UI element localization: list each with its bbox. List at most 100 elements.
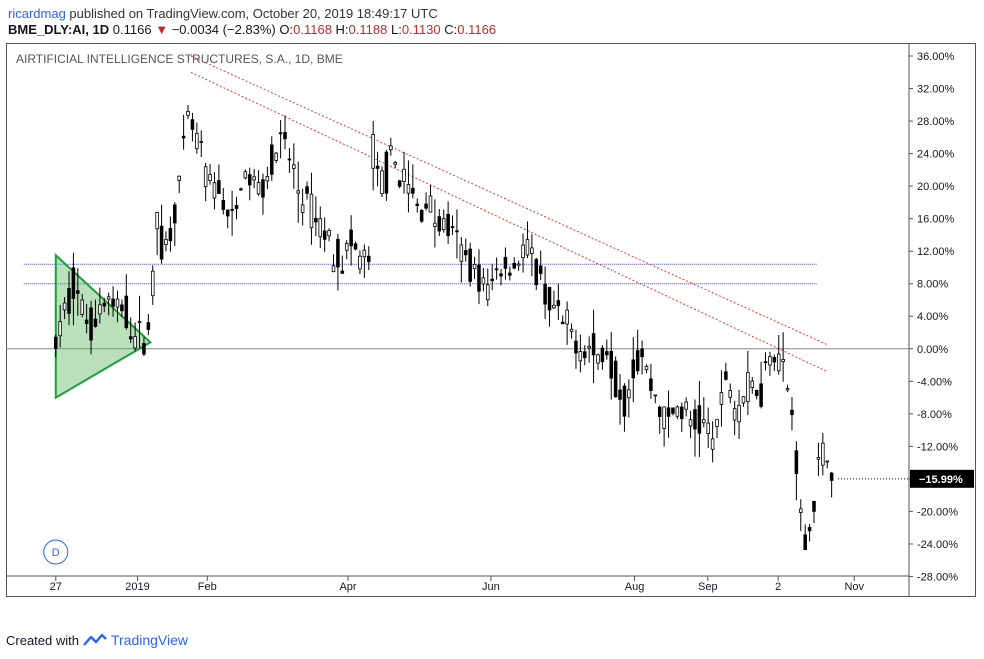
- candle-body: [124, 295, 129, 329]
- candle-body: [155, 212, 159, 230]
- chart-area[interactable]: AIRTIFICIAL INTELLIGENCE STRUCTURES, S.A…: [6, 43, 976, 598]
- candle-body: [54, 336, 58, 349]
- tradingview-brand[interactable]: TradingView: [110, 632, 189, 648]
- candle-body: [287, 158, 292, 161]
- y-tick-label: -4.00%: [917, 376, 952, 388]
- candle-body: [389, 145, 393, 151]
- candle-body: [486, 284, 490, 301]
- y-tick-label: 36.00%: [917, 51, 955, 63]
- candle-body: [649, 378, 653, 391]
- candle-body: [618, 389, 622, 400]
- candle-body: [829, 472, 834, 481]
- close-label: C:: [444, 22, 458, 37]
- candle-body: [292, 164, 296, 169]
- candle-body: [177, 175, 181, 182]
- candle-body: [759, 383, 763, 407]
- candle-body: [93, 318, 98, 327]
- candle-body: [252, 176, 256, 181]
- candle-body: [102, 302, 107, 307]
- candle-body: [772, 356, 777, 363]
- candle-body: [631, 359, 636, 379]
- candle-body: [84, 319, 89, 325]
- candle-body: [472, 263, 477, 270]
- candle-body: [397, 180, 402, 187]
- candle-body: [578, 351, 583, 362]
- candle-body: [790, 409, 794, 416]
- candle-body: [150, 270, 155, 297]
- candle-body: [807, 526, 812, 532]
- candle-body: [336, 238, 340, 268]
- candle-body: [552, 304, 556, 309]
- candle-body: [106, 296, 111, 300]
- candle-body: [428, 195, 433, 213]
- candle-body: [596, 354, 600, 364]
- candle-body: [67, 288, 71, 314]
- y-tick-label: 16.00%: [917, 214, 955, 226]
- x-tick-label: Feb: [198, 581, 217, 593]
- dividend-marker-letter: D: [52, 547, 60, 559]
- candle-body: [512, 262, 517, 269]
- current-value-badge: [910, 469, 974, 488]
- candle-body: [80, 299, 84, 315]
- y-tick-label: 32.00%: [917, 84, 955, 96]
- candle-body: [142, 343, 146, 355]
- candle-body: [366, 255, 371, 263]
- candle-body: [684, 401, 688, 410]
- candle-body: [375, 165, 380, 169]
- candle-body: [710, 438, 715, 450]
- down-arrow-icon: ▼: [155, 22, 169, 37]
- candle-body: [230, 208, 234, 211]
- chart-title: AIRTIFICIAL INTELLIGENCE STRUCTURES, S.A…: [16, 52, 343, 66]
- candle-body: [781, 359, 785, 363]
- candle-body: [181, 135, 186, 139]
- candle-body: [560, 321, 565, 325]
- author-link[interactable]: ricardmag: [8, 6, 66, 21]
- candle-body: [71, 267, 76, 299]
- candle-body: [261, 179, 265, 198]
- candle-body: [635, 350, 640, 372]
- candle-body: [657, 406, 662, 417]
- last-price: 0.1166: [112, 22, 152, 37]
- chart-svg[interactable]: AIRTIFICIAL INTELLIGENCE STRUCTURES, S.A…: [6, 43, 976, 598]
- candle-body: [785, 388, 790, 391]
- candle-body: [481, 277, 486, 285]
- candle-body: [164, 238, 168, 246]
- symbol-label: BME_DLY:AI, 1D: [8, 22, 110, 37]
- candle-body: [98, 304, 102, 315]
- candle-body: [671, 407, 675, 414]
- candle-body: [340, 270, 345, 274]
- candle-body: [525, 239, 530, 256]
- candle-body: [239, 188, 243, 191]
- candle-body: [605, 351, 609, 356]
- candle-body: [812, 500, 816, 512]
- candle-body: [746, 371, 750, 402]
- close-value: 0.1166: [457, 22, 497, 37]
- y-tick-label: -8.00%: [917, 409, 952, 421]
- y-tick-label: 4.00%: [917, 311, 948, 323]
- candle-body: [799, 508, 803, 513]
- candle-body: [406, 184, 411, 194]
- x-tick-label: Aug: [625, 581, 645, 593]
- candle-body: [702, 419, 706, 424]
- x-tick-label: Jun: [482, 581, 500, 593]
- x-tick-label: Nov: [844, 581, 864, 593]
- candle-body: [221, 200, 226, 210]
- candle-body: [159, 225, 164, 260]
- high-label: H:: [335, 22, 349, 37]
- candle-body: [825, 460, 829, 463]
- current-value-label: −15.99%: [919, 474, 963, 486]
- candle-body: [441, 218, 446, 231]
- candle-body: [697, 405, 702, 434]
- candle-body: [195, 132, 199, 150]
- candle-body: [565, 309, 569, 325]
- publish-header: ricardmag published on TradingView.com, …: [8, 6, 438, 22]
- candle-body: [327, 230, 331, 237]
- y-tick-label: 8.00%: [917, 279, 948, 291]
- candle-body: [349, 229, 353, 247]
- candle-body: [265, 176, 270, 182]
- candle-body: [111, 298, 115, 307]
- candle-body: [640, 348, 644, 358]
- candle-body: [393, 162, 397, 165]
- y-tick-label: -20.00%: [917, 506, 958, 518]
- candle-body: [247, 174, 252, 186]
